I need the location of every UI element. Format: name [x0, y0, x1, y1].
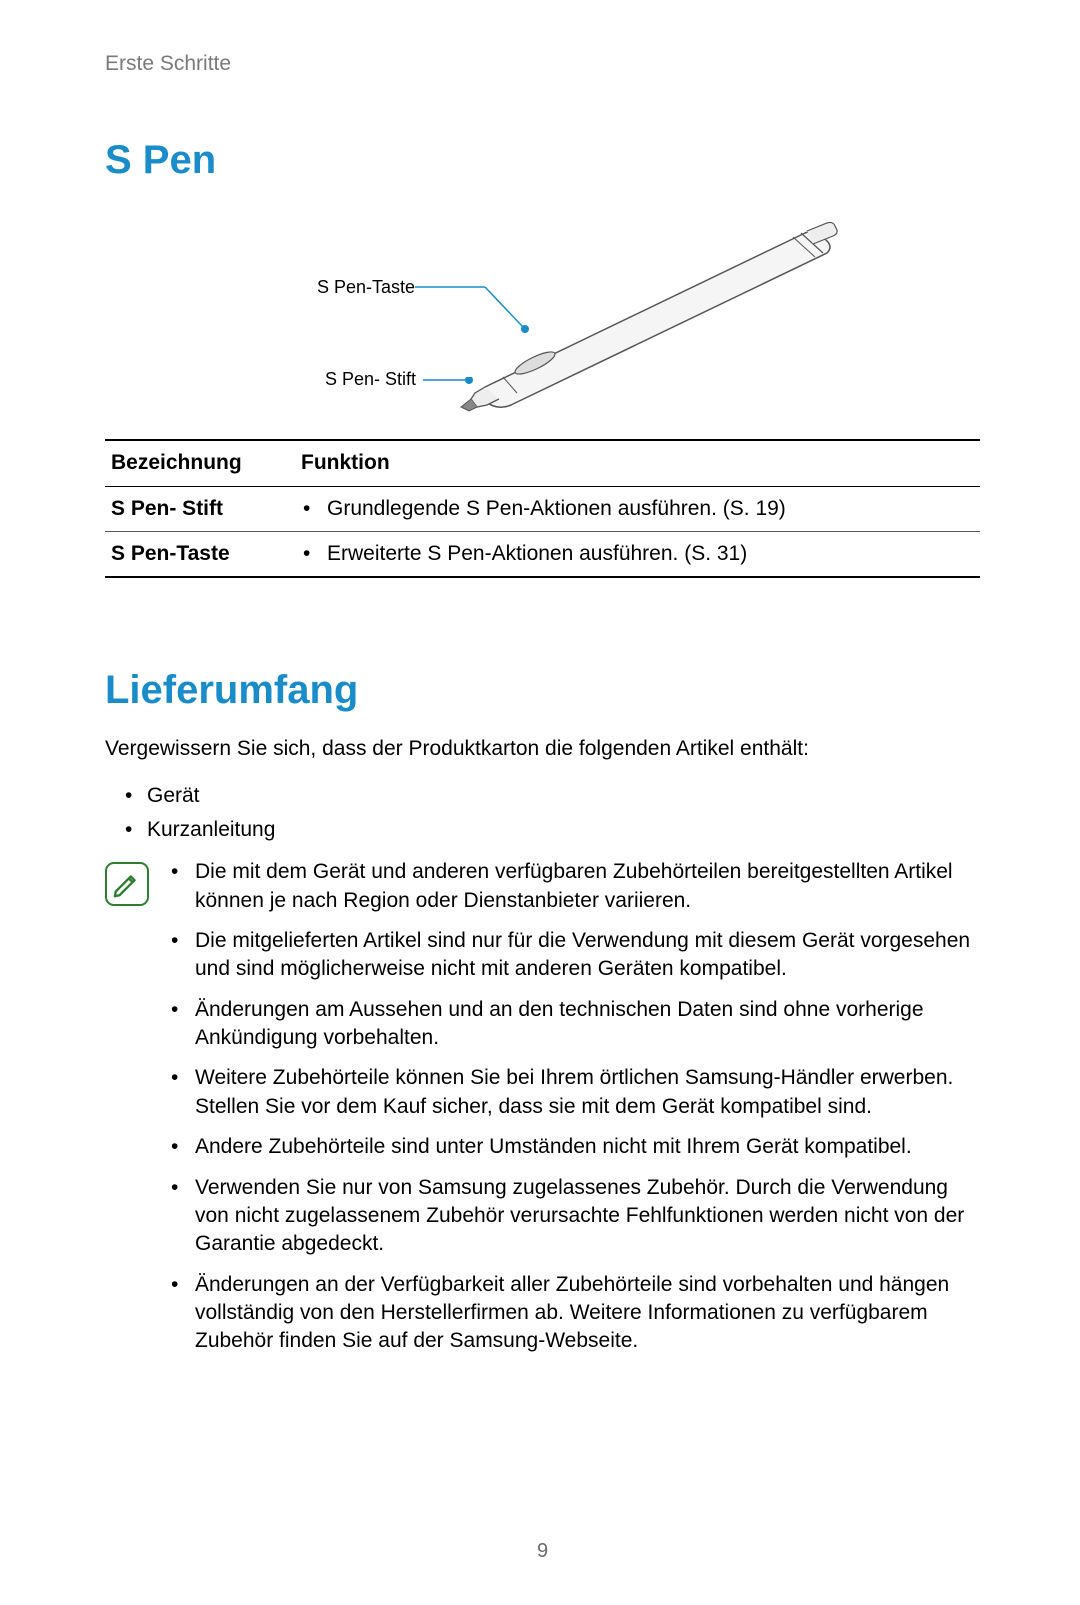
- cell-func-1-text: Erweiterte S Pen-Aktionen ausführen. (S.…: [327, 540, 747, 568]
- spen-illustration: [455, 217, 845, 417]
- table-row: S Pen- Stift •Grundlegende S Pen-Aktione…: [105, 486, 980, 531]
- table-row: S Pen-Taste •Erweiterte S Pen-Aktionen a…: [105, 532, 980, 578]
- breadcrumb: Erste Schritte: [105, 50, 980, 78]
- label-spen-stift: S Pen- Stift: [325, 367, 416, 391]
- note-icon: [105, 862, 149, 906]
- list-item: Kurzanleitung: [125, 816, 980, 844]
- label-spen-taste: S Pen-Taste: [317, 275, 415, 299]
- spen-table: Bezeichnung Funktion S Pen- Stift •Grund…: [105, 439, 980, 578]
- package-items: Gerät Kurzanleitung: [105, 782, 980, 845]
- section-title-lieferumfang: Lieferumfang: [105, 663, 980, 717]
- cell-func-0-text: Grundlegende S Pen-Aktionen ausführen. (…: [327, 495, 786, 523]
- spen-diagram: S Pen-Taste S Pen- Stift: [225, 217, 980, 417]
- list-item: Gerät: [125, 782, 980, 810]
- note-block: Die mit dem Gerät und anderen verfügbare…: [105, 858, 980, 1367]
- list-item: Änderungen am Aussehen und an den techni…: [171, 996, 980, 1053]
- cell-func-1: •Erweiterte S Pen-Aktionen ausführen. (S…: [295, 532, 980, 578]
- list-item: Die mitgelieferten Artikel sind nur für …: [171, 927, 980, 984]
- cell-name-1: S Pen-Taste: [105, 532, 295, 578]
- list-item: Weitere Zubehörteile können Sie bei Ihre…: [171, 1064, 980, 1121]
- list-item: Die mit dem Gerät und anderen verfügbare…: [171, 858, 980, 915]
- list-item: Andere Zubehörteile sind unter Umständen…: [171, 1133, 980, 1161]
- cell-func-0: •Grundlegende S Pen-Aktionen ausführen. …: [295, 486, 980, 531]
- intro-text: Vergewissern Sie sich, dass der Produktk…: [105, 735, 980, 763]
- cell-name-0: S Pen- Stift: [105, 486, 295, 531]
- th-func: Funktion: [295, 440, 980, 486]
- note-list: Die mit dem Gerät und anderen verfügbare…: [171, 858, 980, 1367]
- list-item: Änderungen an der Verfügbarkeit aller Zu…: [171, 1271, 980, 1356]
- page-number: 9: [105, 1538, 980, 1565]
- list-item: Verwenden Sie nur von Samsung zugelassen…: [171, 1174, 980, 1259]
- th-name: Bezeichnung: [105, 440, 295, 486]
- section-title-spen: S Pen: [105, 133, 980, 187]
